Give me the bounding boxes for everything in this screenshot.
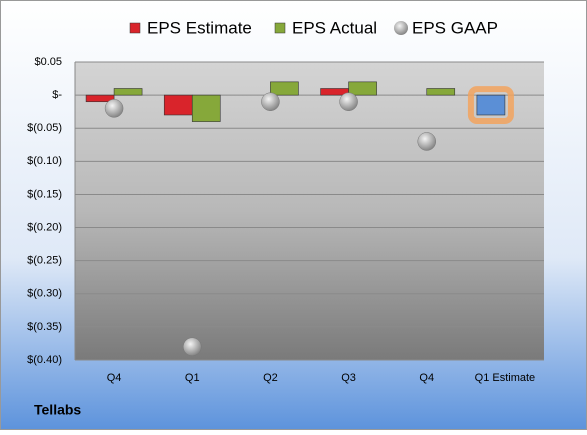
legend-label: EPS Actual (292, 18, 377, 37)
y-tick-label: $(0.30) (27, 288, 62, 300)
bar (348, 81, 377, 96)
y-tick-label: $0.05 (34, 56, 62, 68)
highlight-glow (467, 86, 514, 124)
plot-area (75, 62, 544, 360)
x-tick-label: Q1 Estimate (475, 372, 536, 384)
bar (270, 81, 299, 96)
bar (476, 94, 506, 116)
y-tick-label: $(0.35) (27, 321, 62, 333)
x-tick-label: Q2 (263, 372, 278, 384)
gaap-marker (104, 99, 124, 118)
bar (163, 94, 193, 116)
y-tick-label: $(0.05) (27, 122, 62, 134)
bar (426, 88, 456, 96)
x-tick-label: Q4 (419, 372, 434, 384)
y-tick-label: $(0.25) (27, 255, 62, 267)
y-tick-label: $(0.40) (27, 354, 62, 366)
gaap-marker (183, 337, 202, 357)
y-tick-label: $(0.15) (27, 188, 62, 200)
gaap-marker (339, 92, 358, 111)
legend-label: EPS Estimate (147, 18, 252, 37)
y-tick-label: $- (52, 89, 62, 101)
y-tick-label: $(0.20) (27, 221, 62, 233)
footer: Tellabs (34, 402, 81, 418)
bar (85, 94, 115, 103)
x-tick-label: Q1 (185, 372, 200, 384)
bar (191, 94, 221, 122)
x-tick-label: Q4 (107, 372, 122, 384)
gaap-marker (261, 92, 280, 111)
bar (113, 88, 143, 96)
y-tick-label: $(0.10) (27, 155, 62, 167)
legend-marker (274, 22, 286, 34)
legend-marker (129, 22, 141, 34)
gaap-marker (417, 132, 436, 151)
legend-marker (394, 21, 408, 35)
x-tick-label: Q3 (341, 372, 356, 384)
legend-label: EPS GAAP (412, 18, 498, 37)
